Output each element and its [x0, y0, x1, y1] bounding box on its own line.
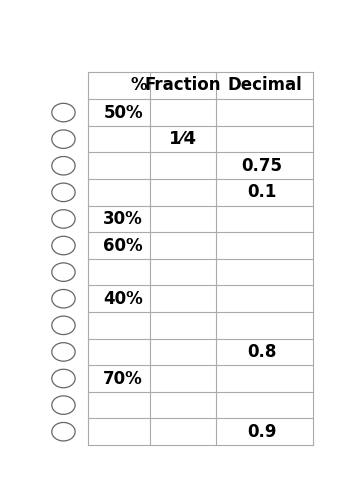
Ellipse shape [52, 210, 75, 228]
Ellipse shape [52, 290, 75, 308]
Text: 1⁄4: 1⁄4 [169, 130, 197, 148]
Text: 0.75: 0.75 [241, 157, 282, 175]
Ellipse shape [52, 422, 75, 441]
Text: 70%: 70% [103, 370, 143, 388]
Text: 40%: 40% [103, 290, 143, 308]
Ellipse shape [52, 130, 75, 148]
Ellipse shape [52, 236, 75, 255]
Ellipse shape [52, 183, 75, 202]
Ellipse shape [52, 263, 75, 281]
Text: 0.1: 0.1 [247, 184, 276, 202]
Ellipse shape [52, 316, 75, 334]
Text: 50%: 50% [103, 104, 143, 122]
Text: Fraction: Fraction [144, 76, 221, 94]
Text: %: % [131, 76, 147, 94]
Text: Decimal: Decimal [227, 76, 302, 94]
Ellipse shape [52, 396, 75, 414]
Ellipse shape [52, 342, 75, 361]
Text: 0.8: 0.8 [247, 343, 276, 361]
Text: 0.9: 0.9 [247, 422, 276, 440]
Ellipse shape [52, 370, 75, 388]
Text: 30%: 30% [103, 210, 143, 228]
Text: 60%: 60% [103, 236, 143, 254]
Ellipse shape [52, 104, 75, 122]
Ellipse shape [52, 156, 75, 175]
